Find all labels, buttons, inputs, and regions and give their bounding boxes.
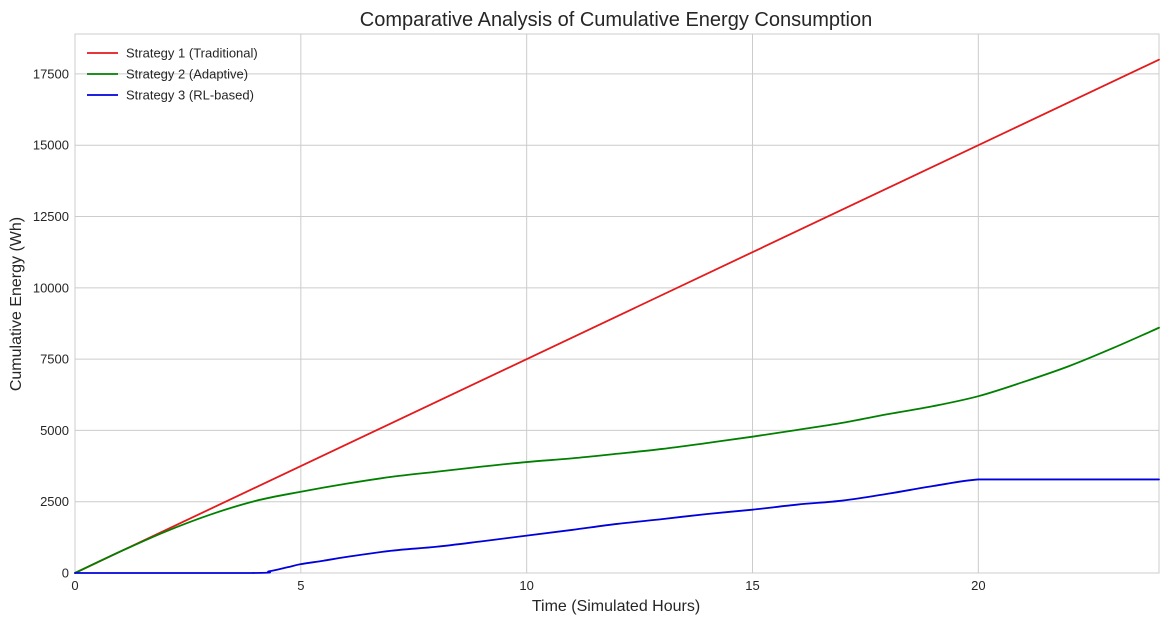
y-tick-label: 2500	[40, 494, 69, 509]
y-tick-label: 5000	[40, 423, 69, 438]
y-tick-label: 0	[62, 566, 69, 581]
plot-frame	[74, 33, 1160, 574]
chart-title: Comparative Analysis of Cumulative Energ…	[360, 9, 872, 31]
y-tick-label: 12500	[33, 209, 69, 224]
series-line-2	[74, 326, 1160, 574]
y-tick-label: 17500	[33, 66, 69, 81]
x-tick-label: 10	[519, 578, 533, 593]
y-tick-label: 10000	[33, 280, 69, 295]
y-axis-label: Cumulative Energy (Wh)	[8, 217, 25, 391]
tick-labels: 0 5 10 15 20 0 2500 5000 7500 10000 12500 15000 1750…	[33, 66, 986, 593]
legend-label-3: Strategy 3 (RL-based)	[126, 88, 254, 103]
legend-label-1: Strategy 1 (Traditional)	[126, 46, 258, 61]
x-tick-label: 15	[745, 578, 759, 593]
series-line-1	[74, 58, 1160, 574]
x-tick-label: 5	[297, 578, 304, 593]
axes-frame	[74, 33, 1160, 574]
x-tick-label: 20	[971, 578, 985, 593]
y-tick-label: 15000	[33, 138, 69, 153]
legend: Strategy 1 (Traditional) Strategy 2 (Adap…	[87, 46, 258, 103]
series-lines	[74, 58, 1160, 574]
x-tick-label: 0	[71, 578, 78, 593]
y-tick-label: 7500	[40, 352, 69, 367]
legend-label-2: Strategy 2 (Adaptive)	[126, 67, 248, 82]
series-line-3	[74, 478, 1160, 574]
x-axis-label: Time (Simulated Hours)	[532, 598, 700, 615]
grid-lines	[74, 34, 1159, 574]
